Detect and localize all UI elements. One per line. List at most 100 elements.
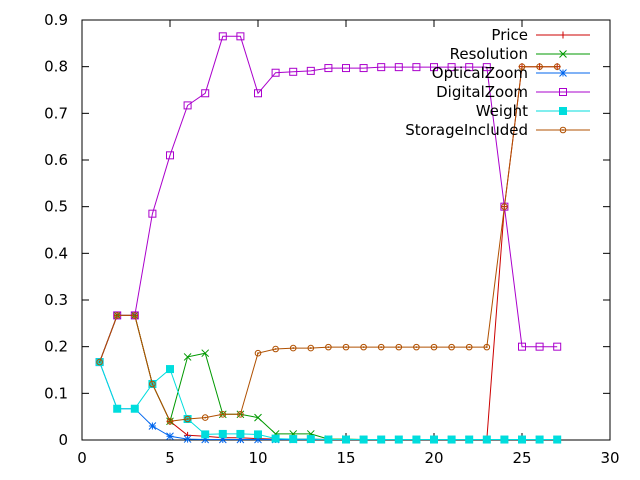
marker [360,343,367,351]
marker [289,67,298,76]
marker [536,63,543,70]
marker-dot [309,347,312,349]
marker [518,342,526,351]
y-tick-label: 0.3 [44,291,68,309]
marker [148,209,157,218]
marker [254,89,262,98]
marker [218,435,227,444]
marker-dot [556,65,559,68]
marker [272,345,279,353]
marker-dot [450,346,453,349]
marker-dot [239,413,242,416]
marker [324,64,333,73]
y-tick-label: 0.8 [44,58,68,76]
marker [342,343,350,351]
marker [166,151,174,160]
marker [201,89,210,98]
marker [271,434,280,443]
series-line [99,361,558,440]
marker-dot [503,205,506,208]
y-tick-label: 0.5 [44,198,68,216]
marker-dot [538,65,541,68]
marker [394,63,403,72]
marker [413,343,420,351]
y-tick-label: 0.4 [44,244,68,262]
marker [500,435,509,444]
y-tick-label: 0.6 [44,151,68,169]
marker [271,68,280,77]
marker [113,312,121,319]
marker [535,342,544,351]
series-opticalzoom [95,358,562,444]
marker [559,107,567,115]
marker [131,312,139,319]
marker-dot [151,383,154,385]
marker [306,66,315,75]
marker [166,418,174,425]
legend-label: Price [491,26,528,44]
series-weight [95,358,562,444]
marker [236,435,245,444]
marker [201,414,209,421]
marker [377,63,386,72]
marker [465,435,474,444]
marker [518,435,526,444]
marker-dot [133,314,136,317]
axes: 0 5 10 15 20 25 30 0 0.1 0.2 0.3 0.4 0.5 0.6 0.7 0.8 0.9 [44,11,619,467]
marker [149,380,156,388]
legend-item: Price [491,26,590,44]
marker [465,63,474,72]
legend-label: OpticalZoom [432,64,528,82]
legend: PriceResolutionOpticalZoomDigitalZoomWei… [405,26,590,139]
marker [535,435,544,444]
marker [377,435,386,444]
y-tick-label: 0.1 [44,384,68,402]
x-tick-label: 20 [424,449,443,467]
marker [289,344,297,352]
series-line [99,35,558,363]
marker [201,349,210,358]
legend-label: StorageIncluded [405,121,528,139]
marker [518,63,526,70]
marker-dot [433,346,435,349]
marker [130,404,139,413]
marker-dot [274,348,277,350]
marker [430,63,438,72]
legend-label: DigitalZoom [436,83,528,101]
marker [307,344,315,352]
marker [342,64,350,73]
marker [553,435,562,444]
marker [183,101,192,110]
marker [553,342,562,351]
legend-item: Resolution [450,45,590,63]
marker-dot [98,361,101,363]
marker [254,435,262,444]
marker [236,429,245,438]
marker [325,343,332,351]
marker [289,435,298,444]
marker-dot [362,346,365,349]
marker-dot [257,352,259,355]
marker [201,435,210,444]
marker-dot [562,129,564,131]
legend-label: Resolution [450,45,528,63]
marker [306,435,315,444]
marker [183,435,192,443]
marker-dot [468,346,471,349]
marker [447,63,456,72]
marker-dot [397,346,400,349]
x-tick-label: 15 [336,449,355,467]
marker [377,343,385,351]
marker [218,429,227,438]
y-tick-label: 0.7 [44,104,68,122]
marker [342,435,350,444]
marker [237,411,244,418]
x-tick-label: 25 [512,449,531,467]
marker-dot [485,346,488,349]
legend-item: StorageIncluded [405,121,590,139]
y-tick-label: 0 [58,431,68,449]
legend-item: OpticalZoom [432,64,590,82]
marker [412,435,421,444]
marker [395,343,403,351]
